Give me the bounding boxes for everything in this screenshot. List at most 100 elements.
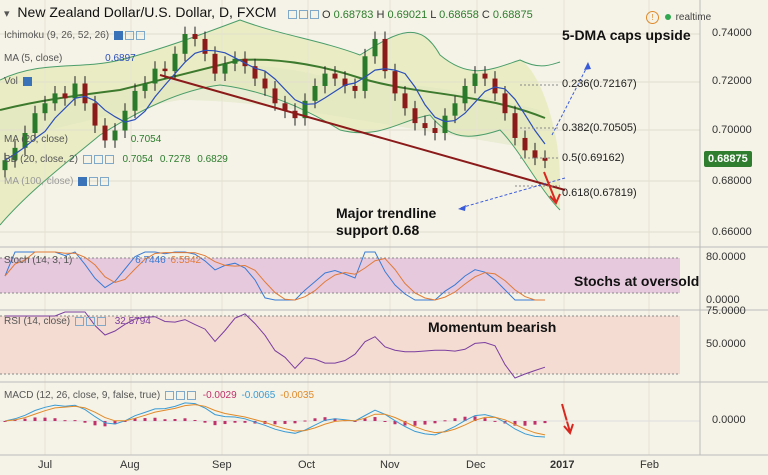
ma20-legend[interactable]: MA (20, close) 0.7054 [4,134,161,145]
candle-body [142,83,148,91]
annotation-dma: 5-DMA caps upside [562,27,691,43]
ma100-legend[interactable]: MA (100, close) [4,176,110,187]
bb-value-1: 0.7054 [122,154,154,165]
macd-hist-bar [223,421,227,425]
ma100-close-icon[interactable] [100,176,110,186]
bb-eye-icon[interactable] [93,154,103,164]
macd-hist-bar [393,421,397,425]
close-label: C [481,9,490,21]
candle-body [542,157,548,161]
ma5-label: MA (5, close) [4,53,63,64]
macd-axis-tick: 0.0000 [712,414,746,426]
fib-label-05: 0.5(0.69162) [562,152,625,164]
macd-hist-bar [333,418,337,421]
ma5-value: 0.6897 [105,53,136,64]
eye-icon[interactable] [288,10,298,20]
vol-legend[interactable]: Vol [4,76,32,87]
collapse-icon[interactable]: ▾ [4,8,10,20]
ichimoku-eye-icon[interactable] [124,30,134,40]
ma5-legend[interactable]: MA (5, close) 0.6897 [4,53,136,64]
candle-body [162,68,168,72]
realtime-label: realtime [675,12,712,23]
macd-hist-bar [473,416,477,421]
rsi-close-icon[interactable] [96,316,106,326]
ma5-line [4,49,546,161]
bb-settings-icon[interactable] [82,154,92,164]
macd-hist-bar [93,421,97,426]
ichimoku-close-icon[interactable] [135,30,145,40]
candle-body [42,103,48,114]
macd-hist-bar [183,418,187,421]
candle-body [282,103,288,111]
open-label: O [322,9,331,21]
macd-label: MACD (12, 26, close, 9, false, true) [4,390,161,401]
macd-close-icon[interactable] [186,390,196,400]
macd-hist-bar [113,421,117,425]
candle-body [442,115,448,133]
candle-body [502,93,508,114]
macd-eye-icon[interactable] [175,390,185,400]
settings-icon[interactable] [299,10,309,20]
macd-hist-bar [173,419,177,421]
ma-line [0,58,546,119]
candle-body [272,88,278,104]
candle-body [262,78,268,89]
time-tick: 2017 [550,459,575,471]
macd-hist-bar [543,421,547,424]
low-label: L [430,9,437,21]
ichimoku-settings-icon[interactable] [113,30,123,40]
ma20-label: MA (20, close) [4,134,68,145]
price-axis-panel [700,0,768,455]
macd-hist-bar [213,421,217,426]
rsi-eye-icon[interactable] [85,316,95,326]
ohlc-readout: O 0.68783 H 0.69021 L 0.68658 C 0.68875 [322,9,533,21]
macd-hist-bar [143,418,147,421]
macd-legend[interactable]: MACD (12, 26, close, 9, false, true) -0.… [4,390,314,401]
macd-hist-bar [413,421,417,426]
realtime-status: ! realtime [646,11,711,24]
macd-hist-bar [513,421,517,426]
candle-body [492,78,498,94]
macd-hist-bar [373,417,377,421]
macd-hist-bar [73,420,77,422]
annotation-trendline-2: support 0.68 [336,222,420,238]
candle-body [242,58,248,67]
macd-hist-bar [313,418,317,421]
macd-line [4,402,546,438]
candlesticks [2,26,548,178]
bb-close-icon[interactable] [104,154,114,164]
close-icon[interactable] [310,10,320,20]
vol-settings-icon[interactable] [22,76,32,86]
warning-icon[interactable]: ! [646,11,659,24]
macd-hist-bar [443,420,447,422]
candle-body [482,73,488,79]
bb-legend[interactable]: BB (20, close, 2) 0.7054 0.7278 0.6829 [4,154,228,165]
candle-body [132,90,138,111]
candle-body [232,58,238,64]
ma100-eye-icon[interactable] [89,176,99,186]
rsi-line [5,311,546,379]
macd-value-1: -0.0029 [202,390,237,401]
macd-settings-icon[interactable] [164,390,174,400]
macd-hist-bar [403,421,407,426]
macd-hist-bar [103,421,107,427]
macd-hist-bar [13,419,17,421]
rsi-legend[interactable]: RSI (14, close) 32.5794 [4,316,151,327]
ma100-settings-icon[interactable] [78,176,88,186]
candle-body [332,73,338,79]
ichimoku-legend[interactable]: Ichimoku (9, 26, 52, 26) [4,30,145,41]
fib-label-0382: 0.382(0.70505) [562,122,637,134]
stoch-legend[interactable]: Stoch (14, 3, 1) 6.7446 6.5542 [4,255,201,266]
price-tick: 0.66000 [712,226,752,238]
macd-hist-bar [453,418,457,421]
macd-hist-bar [283,421,287,424]
ma20-value: 0.7054 [130,134,162,145]
candle-body [22,133,28,148]
rsi-axis-tick: 50.0000 [706,338,746,350]
candle-body [392,71,398,94]
macd-hist-bar [323,417,327,421]
rsi-settings-icon[interactable] [74,316,84,326]
vol-label: Vol [4,76,18,87]
candle-body [412,108,418,124]
